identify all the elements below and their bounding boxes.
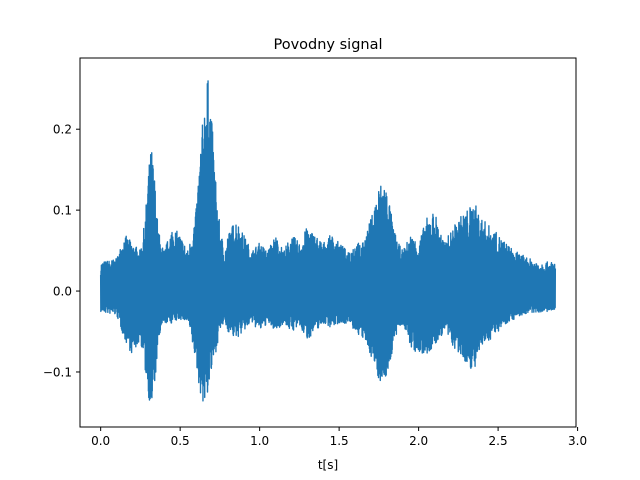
y-tick-label: −0.1 [43, 365, 72, 379]
y-tick-label: 0.2 [53, 123, 72, 137]
axes: 0.0 0.5 1.0 1.5 2.0 2.5 3.0 −0.1 0.0 0.1 0.2 [43, 57, 587, 448]
axes-frame [79, 57, 577, 428]
x-tick-label: 3.0 [568, 434, 587, 448]
x-tick-label: 1.0 [250, 434, 269, 448]
chart-title: Povodny signal [273, 37, 382, 53]
signal-series-line [99, 80, 557, 402]
y-tick-label: 0.0 [53, 285, 72, 299]
x-tick-label: 2.0 [409, 434, 428, 448]
x-tick-label: 0.0 [91, 434, 110, 448]
x-tick-label: 1.5 [330, 434, 349, 448]
x-tick-label: 2.5 [489, 434, 508, 448]
plot-area [99, 80, 557, 402]
x-tick-label: 0.5 [171, 434, 190, 448]
y-tick-label: 0.1 [53, 204, 72, 218]
x-axis-label: t[s] [318, 458, 338, 472]
